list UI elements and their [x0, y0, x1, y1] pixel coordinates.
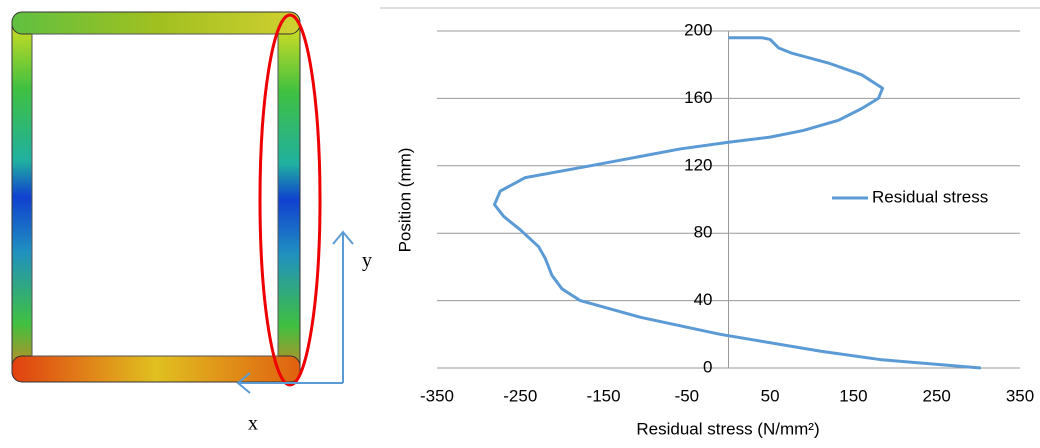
- y-tick-label: 80: [694, 223, 713, 242]
- y-tick-label: 0: [703, 357, 712, 376]
- y-tick-label: 160: [684, 88, 712, 107]
- x-tick-label: 250: [923, 386, 951, 405]
- x-tick-label: -50: [675, 386, 700, 405]
- x-tick-label: 350: [1006, 386, 1034, 405]
- y-axis-title: Position (mm): [395, 148, 414, 253]
- y-tick-label: 200: [684, 20, 712, 39]
- legend-label: Residual stress: [872, 187, 988, 206]
- x-tick-label: -150: [587, 386, 621, 405]
- axis-label: y: [362, 250, 372, 272]
- fea-model: [12, 12, 353, 393]
- x-tick-label: -350: [420, 386, 454, 405]
- x-axis-title: Residual stress (N/mm²): [636, 419, 819, 438]
- x-tick-label: 150: [839, 386, 867, 405]
- y-tick-label: 120: [684, 155, 712, 174]
- axis-label: x: [248, 413, 258, 435]
- x-tick-label: -250: [503, 386, 537, 405]
- figure: x y Residual stress (N/mm²) Position (mm…: [0, 0, 1040, 448]
- x-tick-label: 50: [761, 386, 780, 405]
- y-tick-label: 40: [694, 290, 713, 309]
